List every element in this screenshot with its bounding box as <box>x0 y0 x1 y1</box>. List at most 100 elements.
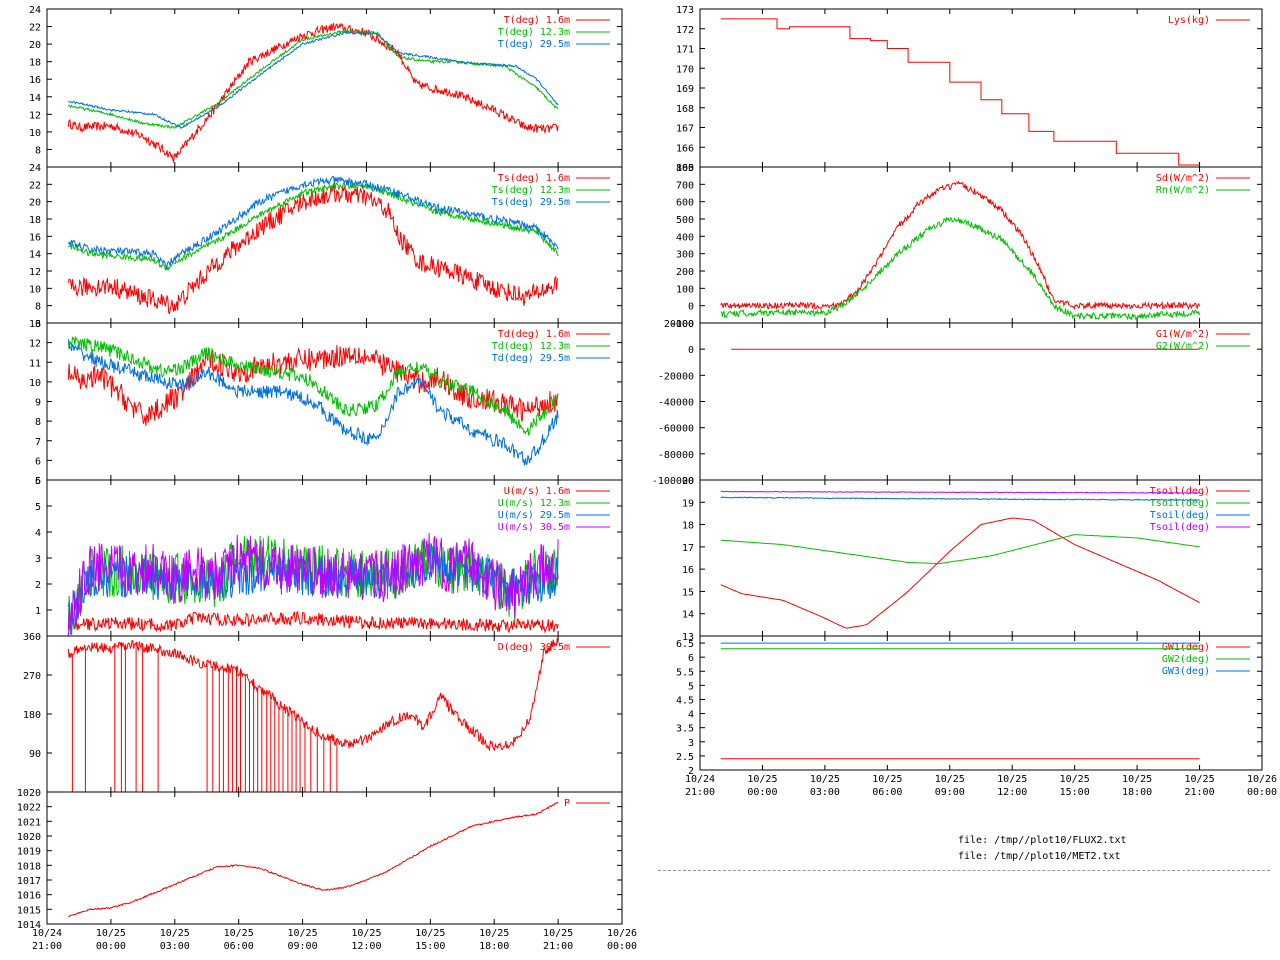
right-axis-xtick-time: 12:00 <box>997 787 1027 798</box>
right-axis-xtick-time: 18:00 <box>1122 787 1152 798</box>
panel-11-ytick-label: 5 <box>688 681 694 692</box>
left-axis-xtick-time: 03:00 <box>160 941 190 952</box>
panel-4-ytick-label: 1 <box>35 606 41 617</box>
right-axis-xtick-date: 10/25 <box>747 774 777 785</box>
panel-9-ytick-label: -80000 <box>658 450 694 461</box>
left-axis-xtick-date: 10/26 <box>607 928 637 939</box>
panel-2-series-3-line <box>67 175 559 270</box>
panel-8-series-2-line <box>720 216 1201 321</box>
panel-11-frame <box>699 635 1263 771</box>
panel-6-ytick-label: 1017 <box>17 876 41 887</box>
panel-8-ytick-label: 800 <box>676 163 694 174</box>
panel-7-ytick-label: 170 <box>676 64 694 75</box>
panel-6-ytick-label: 1020 <box>17 832 41 843</box>
panel-1-series-3-line <box>68 30 559 130</box>
panel-6-frame <box>46 791 623 925</box>
panel-6-ytick-label: 1022 <box>17 803 41 814</box>
panel-5-series-1-line <box>67 637 559 792</box>
panel-1-series-2-line <box>67 29 559 130</box>
panel-3-ytick-label: 6 <box>35 456 41 467</box>
panel-4-ytick-label: 4 <box>35 528 41 539</box>
panel-1-ytick-label: 22 <box>29 23 41 34</box>
panel-10-ytick-label: 18 <box>682 521 694 532</box>
panel-10-ytick-label: 14 <box>682 610 694 621</box>
left-axis-xtick-time: 12:00 <box>351 941 381 952</box>
footer-files: file: /tmp//plot10/FLUX2.txt file: /tmp/… <box>958 833 1127 865</box>
panel-8-ytick-label: 700 <box>676 180 694 191</box>
panel-9-ytick-label: -20000 <box>658 371 694 382</box>
left-axis-xtick-date: 10/25 <box>96 928 126 939</box>
panel-10-series-4-line <box>720 490 1200 494</box>
right-axis-xtick-time: 09:00 <box>935 787 965 798</box>
panel-6-ytick-label: 1014 <box>17 920 41 931</box>
left-axis-xtick-date: 10/25 <box>479 928 509 939</box>
panel-8-ytick-label: 300 <box>676 250 694 261</box>
panel-2-ytick-label: 10 <box>29 284 41 295</box>
panel-3-legend-label-1: Td(deg) 1.6m <box>498 329 570 340</box>
panel-7-ytick-label: 168 <box>676 104 694 115</box>
panel-2-ytick-label: 18 <box>29 215 41 226</box>
panel-7-legend-label-1: Lys(kg) <box>1168 15 1210 26</box>
panel-10-series-3-line <box>720 496 1200 502</box>
panel-11-ytick-label: 5.5 <box>676 667 694 678</box>
right-axis-xtick-time: 15:00 <box>1060 787 1090 798</box>
panel-6-ytick-label: 1019 <box>17 847 41 858</box>
panel-3-legend-label-2: Td(deg) 12.3m <box>492 341 570 352</box>
right-axis-xtick-time: 06:00 <box>872 787 902 798</box>
left-axis-xtick-time: 21:00 <box>543 941 573 952</box>
right-axis-xtick-date: 10/25 <box>872 774 902 785</box>
left-axis-xtick-time: 00:00 <box>96 941 126 952</box>
panel-9-ytick-label: -40000 <box>658 398 694 409</box>
panel-4-ytick-label: 6 <box>35 476 41 487</box>
panel-5-frame <box>46 635 623 793</box>
left-axis-xtick-date: 10/25 <box>415 928 445 939</box>
panel-1-ytick-label: 14 <box>29 93 41 104</box>
panel-1-legend-label-1: T(deg) 1.6m <box>504 15 570 26</box>
panel-4-ytick-label: 3 <box>35 554 41 565</box>
panel-2-legend-label-2: Ts(deg) 12.3m <box>492 185 570 196</box>
panel-10-legend-label-4: Tsoil(deg) <box>1150 522 1210 533</box>
panel-7-ytick-label: 167 <box>676 124 694 135</box>
panel-1-legend-label-3: T(deg) 29.5m <box>498 39 570 50</box>
panel-1-ytick-label: 12 <box>29 110 41 121</box>
panel-9-ytick-label: 20000 <box>664 319 694 330</box>
panel-2-ytick-label: 16 <box>29 232 41 243</box>
right-axis-xtick-date: 10/25 <box>1185 774 1215 785</box>
panel-3-ytick-label: 11 <box>29 358 41 369</box>
panel-6-ytick-label: 1015 <box>17 905 41 916</box>
panel-5-legend-label-1: D(deg) 30.5m <box>498 642 570 653</box>
panel-10-ytick-label: 19 <box>682 498 694 509</box>
panel-3-legend-label-3: Td(deg) 29.5m <box>492 353 570 364</box>
panel-4-series-1-line <box>67 610 559 634</box>
panel-1-ytick-label: 24 <box>29 5 41 16</box>
panel-1-series-1-line <box>67 22 559 164</box>
panel-9-ytick-label: 0 <box>688 345 694 356</box>
panel-9-ytick-label: -60000 <box>658 424 694 435</box>
panel-11-ytick-label: 2 <box>688 766 694 777</box>
panel-8-ytick-label: 0 <box>688 302 694 313</box>
panel-4-legend-label-1: U(m/s) 1.6m <box>504 486 570 497</box>
panel-11-legend-label-1: GW1(deg) <box>1162 642 1210 653</box>
panel-1-ytick-label: 16 <box>29 75 41 86</box>
left-axis-xtick-date: 10/25 <box>224 928 254 939</box>
left-axis-xtick-date: 10/25 <box>160 928 190 939</box>
panel-3-ytick-label: 10 <box>29 378 41 389</box>
panel-10-series-1-line <box>720 517 1200 629</box>
panel-1-legend-label-2: T(deg) 12.3m <box>498 27 570 38</box>
left-axis-xtick-date: 10/24 <box>32 928 62 939</box>
right-axis-xtick-time: 21:00 <box>685 787 715 798</box>
panel-1-ytick-label: 20 <box>29 40 41 51</box>
panel-3-ytick-label: 9 <box>35 398 41 409</box>
right-axis-xtick-time: 03:00 <box>810 787 840 798</box>
left-axis-xtick-time: 15:00 <box>415 941 445 952</box>
panel-8-series-1-line <box>720 180 1201 311</box>
panel-6-ytick-label: 1016 <box>17 891 41 902</box>
left-axis-xtick-date: 10/25 <box>543 928 573 939</box>
panel-2-legend-label-3: Ts(deg) 29.5m <box>492 197 570 208</box>
panel-11-ytick-label: 4.5 <box>676 695 694 706</box>
panel-6-legend-label-1: P <box>564 798 570 809</box>
panel-4-legend-label-3: U(m/s) 29.5m <box>498 510 570 521</box>
right-axis-xtick-date: 10/25 <box>1122 774 1152 785</box>
panel-10-ytick-label-top: 20 <box>682 476 694 487</box>
